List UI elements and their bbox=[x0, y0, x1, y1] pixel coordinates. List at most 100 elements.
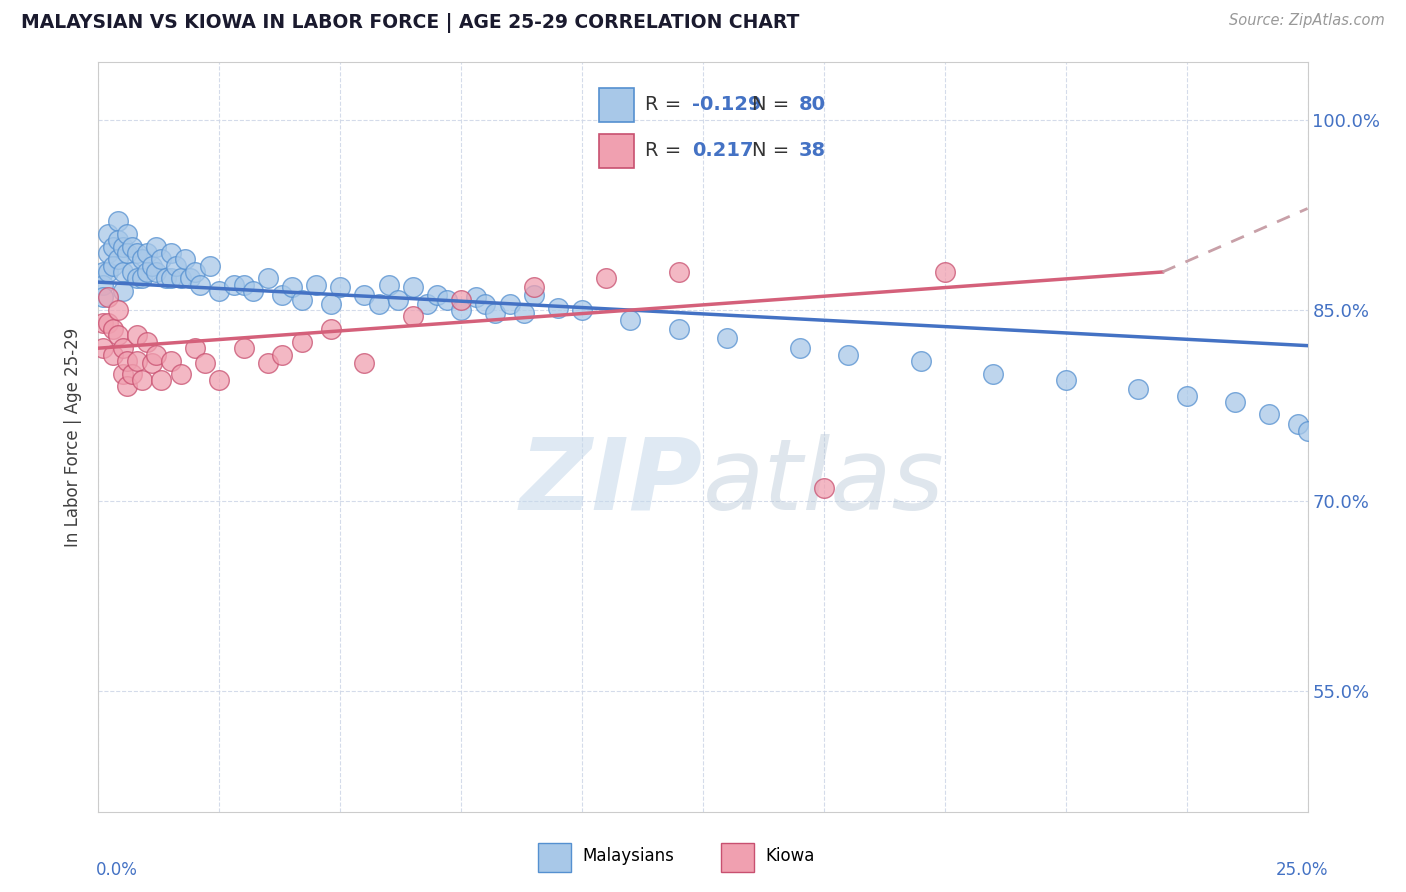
Point bbox=[305, 277, 328, 292]
Text: Malaysians: Malaysians bbox=[582, 847, 675, 865]
Point bbox=[91, 277, 114, 292]
Point bbox=[131, 271, 153, 285]
Point bbox=[131, 252, 153, 267]
Point bbox=[436, 293, 458, 307]
Point bbox=[111, 239, 134, 253]
Point bbox=[981, 367, 1004, 381]
Text: 0.217: 0.217 bbox=[692, 141, 754, 161]
Point bbox=[155, 271, 177, 285]
Point bbox=[107, 233, 129, 247]
Point bbox=[111, 284, 134, 298]
Point bbox=[1257, 407, 1279, 421]
Point bbox=[619, 313, 641, 327]
Point bbox=[232, 277, 254, 292]
Point bbox=[290, 334, 312, 349]
Point bbox=[141, 259, 163, 273]
Point bbox=[571, 303, 593, 318]
Point bbox=[464, 290, 486, 304]
Text: -0.129: -0.129 bbox=[692, 95, 762, 114]
Point bbox=[271, 288, 294, 302]
Point bbox=[716, 331, 738, 345]
Point bbox=[1296, 424, 1319, 438]
Point bbox=[668, 322, 690, 336]
Point bbox=[232, 341, 254, 355]
Point bbox=[402, 280, 425, 294]
Point bbox=[194, 356, 217, 370]
Text: ZIP: ZIP bbox=[520, 434, 703, 531]
Point bbox=[135, 265, 157, 279]
Point bbox=[101, 347, 124, 361]
Point bbox=[290, 293, 312, 307]
Point bbox=[198, 259, 221, 273]
Text: Source: ZipAtlas.com: Source: ZipAtlas.com bbox=[1229, 13, 1385, 29]
Point bbox=[416, 297, 439, 311]
Point bbox=[121, 239, 143, 253]
Point bbox=[97, 290, 120, 304]
Point bbox=[484, 305, 506, 319]
Point bbox=[256, 271, 278, 285]
Point bbox=[789, 341, 811, 355]
Point bbox=[101, 322, 124, 336]
Point bbox=[107, 252, 129, 267]
Point bbox=[160, 246, 183, 260]
Point bbox=[910, 354, 932, 368]
Point bbox=[934, 265, 956, 279]
Point bbox=[127, 328, 149, 343]
Bar bbox=[599, 88, 634, 122]
Text: 38: 38 bbox=[799, 141, 825, 161]
Text: Kiowa: Kiowa bbox=[765, 847, 814, 865]
Point bbox=[111, 265, 134, 279]
Point bbox=[813, 481, 835, 495]
Point bbox=[523, 288, 546, 302]
Point bbox=[145, 347, 167, 361]
Point bbox=[523, 280, 546, 294]
Point bbox=[595, 271, 617, 285]
Point bbox=[97, 316, 120, 330]
Text: 0.0%: 0.0% bbox=[96, 861, 138, 879]
Point bbox=[169, 271, 191, 285]
Point bbox=[402, 310, 425, 324]
Point bbox=[91, 316, 114, 330]
Point bbox=[127, 271, 149, 285]
Point bbox=[101, 239, 124, 253]
Point bbox=[353, 288, 375, 302]
Text: N =: N = bbox=[752, 95, 796, 114]
Point bbox=[127, 246, 149, 260]
Point bbox=[107, 214, 129, 228]
Text: 25.0%: 25.0% bbox=[1277, 861, 1329, 879]
Point bbox=[101, 259, 124, 273]
Point bbox=[135, 246, 157, 260]
Point bbox=[498, 297, 520, 311]
Point bbox=[107, 328, 129, 343]
Point bbox=[208, 373, 231, 387]
Point bbox=[188, 277, 211, 292]
Point bbox=[145, 265, 167, 279]
Bar bbox=[599, 135, 634, 168]
Point bbox=[121, 367, 143, 381]
Point bbox=[184, 265, 207, 279]
Point bbox=[1286, 417, 1309, 432]
Point bbox=[91, 341, 114, 355]
Point bbox=[242, 284, 264, 298]
Point bbox=[150, 373, 173, 387]
Point bbox=[184, 341, 207, 355]
Point bbox=[97, 246, 120, 260]
Text: R =: R = bbox=[645, 141, 688, 161]
Point bbox=[145, 239, 167, 253]
Point bbox=[368, 297, 391, 311]
Point bbox=[547, 301, 569, 315]
Text: atlas: atlas bbox=[703, 434, 945, 531]
Point bbox=[222, 277, 245, 292]
Point bbox=[97, 227, 120, 241]
Point bbox=[179, 271, 201, 285]
Point bbox=[117, 246, 139, 260]
Point bbox=[121, 265, 143, 279]
Point bbox=[160, 354, 183, 368]
Point bbox=[1175, 389, 1198, 403]
Point bbox=[117, 227, 139, 241]
Point bbox=[450, 293, 472, 307]
Point bbox=[256, 356, 278, 370]
Point bbox=[160, 271, 183, 285]
Point bbox=[668, 265, 690, 279]
Point bbox=[131, 373, 153, 387]
